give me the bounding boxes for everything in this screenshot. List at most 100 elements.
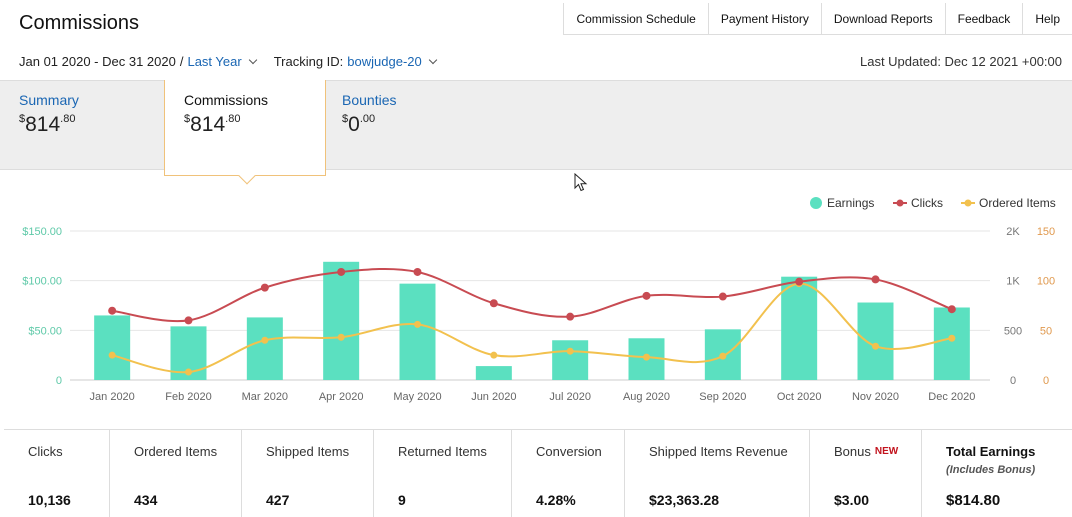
x-axis-label: Dec 2020 <box>928 391 975 403</box>
clicks-point <box>184 316 193 325</box>
clicks-point <box>718 292 727 301</box>
clicks-point <box>566 312 575 321</box>
tab-label: Summary <box>19 92 79 108</box>
ordered-items-point <box>261 336 269 344</box>
legend-label: Earnings <box>827 196 874 210</box>
clicks-point <box>795 277 804 286</box>
page-title: Commissions <box>19 12 140 34</box>
stat-returned-items: Returned Items 9 <box>374 430 512 517</box>
x-axis-label: Jan 2020 <box>90 391 135 403</box>
stat-shipped-revenue: Shipped Items Revenue $23,363.28 <box>625 430 810 517</box>
legend-label: Clicks <box>911 196 943 210</box>
earnings-bar <box>552 340 589 380</box>
last-updated-text: Last Updated: Dec 12 2021 +00:00 <box>859 54 1062 69</box>
right-axis-clicks-tick: 0 <box>1010 375 1016 387</box>
left-axis-tick: $100.00 <box>22 276 62 288</box>
stat-bonus: Bonus NEW $3.00 <box>810 430 922 517</box>
right-axis-clicks-tick: 500 <box>1004 325 1022 337</box>
filter-bar: Jan 01 2020 - Dec 31 2020 / Last Year Tr… <box>19 54 442 69</box>
tab-summary[interactable]: Summary $814.80 <box>0 81 164 171</box>
earnings-bar <box>246 317 283 380</box>
new-badge: NEW <box>874 446 899 457</box>
right-axis-items-tick: 150 <box>1037 226 1055 238</box>
period-dropdown[interactable]: Last Year <box>187 54 242 69</box>
tab-label: Commissions <box>184 92 269 108</box>
ordered-items-point <box>566 347 574 355</box>
ordered-items-point <box>414 320 421 328</box>
tracking-id-dropdown[interactable]: bowjudge-20 <box>347 54 422 69</box>
ordered-items-line <box>111 282 952 374</box>
clicks-point <box>108 306 117 315</box>
earnings-bar <box>475 366 512 380</box>
earnings-bar <box>933 307 970 380</box>
x-axis-label: Mar 2020 <box>242 391 288 403</box>
x-axis-label: Jul 2020 <box>549 391 591 403</box>
ordered-items-point <box>490 351 498 359</box>
stat-clicks: Clicks 10,136 <box>4 430 110 517</box>
right-axis-clicks-tick: 2K <box>1006 226 1020 238</box>
tab-amount: $814.80 <box>19 113 76 136</box>
earnings-bar <box>399 283 436 380</box>
left-axis-tick: 0 <box>56 375 62 387</box>
x-axis-label: Nov 2020 <box>852 391 899 403</box>
left-axis-tick: $150.00 <box>22 226 62 238</box>
top-navigation: Commission Schedule Payment History Down… <box>563 3 1072 35</box>
commission-schedule-button[interactable]: Commission Schedule <box>564 3 709 34</box>
commissions-chart: 0 0 0 $50.00 500 50 $100.00 1K 100 $150.00 2K 150 Ja… <box>0 171 1072 429</box>
clicks-point <box>413 267 422 276</box>
ordered-items-point <box>108 351 116 359</box>
earnings-bar <box>857 302 894 380</box>
clicks-point <box>260 283 269 292</box>
earnings-bar <box>323 261 360 380</box>
download-reports-button[interactable]: Download Reports <box>821 3 946 34</box>
x-axis-label: Feb 2020 <box>165 391 211 403</box>
x-axis-label: May 2020 <box>393 391 441 403</box>
ordered-items-point <box>948 334 956 342</box>
clicks-point <box>871 275 880 284</box>
legend-point-marker <box>896 199 904 207</box>
date-range-text: Jan 01 2020 - Dec 31 2020 <box>19 54 176 69</box>
earnings-bar <box>781 276 818 380</box>
clicks-point <box>947 305 956 314</box>
legend-label: Ordered Items <box>979 196 1056 210</box>
chart-svg: 0 0 0 $50.00 500 50 $100.00 1K 100 $150.00 2K 150 Ja… <box>22 196 1056 403</box>
x-axis-label: Apr 2020 <box>319 391 364 403</box>
stat-ordered-items: Ordered Items 434 <box>110 430 242 517</box>
stat-total-earnings: Total Earnings (Includes Bonus) $814.80 <box>946 444 1036 509</box>
chevron-down-icon[interactable] <box>248 55 257 65</box>
legend-earnings-marker <box>810 197 822 209</box>
earnings-bar <box>94 315 131 380</box>
x-axis-label: Oct 2020 <box>777 391 822 403</box>
tab-amount: $814.80 <box>184 113 241 136</box>
payment-history-button[interactable]: Payment History <box>708 3 822 34</box>
summary-tabs: Summary $814.80 Commissions $814.80 Boun… <box>0 80 1072 185</box>
legend-point-marker <box>964 199 972 207</box>
mouse-cursor-icon <box>574 173 588 192</box>
tab-amount: $0.00 <box>342 113 376 136</box>
ordered-items-point <box>337 333 345 341</box>
ordered-items-point <box>185 368 192 376</box>
stat-shipped-items: Shipped Items 427 <box>242 430 374 517</box>
tab-label: Bounties <box>342 92 397 108</box>
ordered-items-point <box>643 353 650 361</box>
left-axis-tick: $50.00 <box>28 325 62 337</box>
date-separator: / <box>179 54 184 69</box>
ordered-items-point <box>872 342 879 350</box>
clicks-point <box>337 267 346 276</box>
right-axis-clicks-tick: 1K <box>1006 276 1020 288</box>
right-axis-items-tick: 100 <box>1037 276 1055 288</box>
tab-commissions[interactable]: Commissions $814.80 <box>164 80 326 185</box>
tracking-id-label: Tracking ID: <box>273 54 344 69</box>
tab-bounties[interactable]: Bounties $0.00 <box>323 81 485 171</box>
x-axis-label: Sep 2020 <box>699 391 746 403</box>
chevron-down-icon[interactable] <box>428 55 437 65</box>
clicks-line <box>112 267 953 323</box>
right-axis-items-tick: 0 <box>1043 375 1049 387</box>
stat-conversion: Conversion 4.28% <box>512 430 625 517</box>
feedback-button[interactable]: Feedback <box>945 3 1024 34</box>
clicks-point <box>489 299 498 308</box>
clicks-point <box>642 291 651 300</box>
x-axis-label: Jun 2020 <box>471 391 516 403</box>
help-button[interactable]: Help <box>1023 3 1072 34</box>
stats-row: Clicks 10,136 Ordered Items 434 Shipped … <box>4 429 1072 517</box>
